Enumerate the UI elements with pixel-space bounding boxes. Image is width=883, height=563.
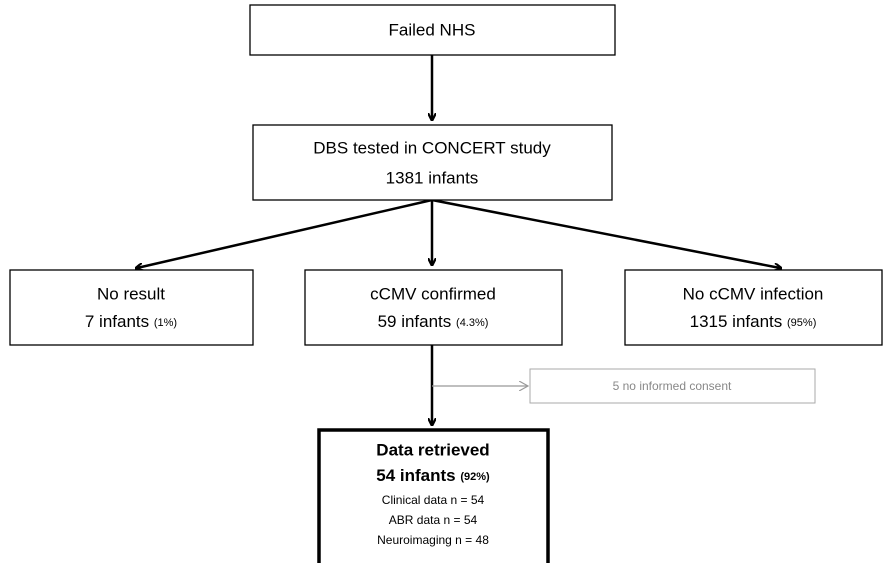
- final-count: 54 infants: [376, 466, 455, 485]
- final-count-line: 54 infants (92%): [376, 466, 490, 485]
- node-label: No cCMV infection: [683, 284, 824, 303]
- node-count: 1315 infants: [690, 312, 783, 331]
- node-label: No result: [97, 284, 165, 303]
- node-count-line: 1315 infants (95%): [690, 312, 817, 331]
- final-box: [317, 428, 550, 563]
- node-count-line: 59 infants (4.3%): [378, 312, 489, 331]
- final-detail: ABR data n = 54: [389, 513, 478, 527]
- node-percent: (4.3%): [456, 317, 488, 329]
- node-count-line: 7 infants (1%): [85, 312, 177, 331]
- node-label: DBS tested in CONCERT study: [313, 138, 551, 157]
- arrow: [137, 198, 433, 268]
- side-note-box: [529, 368, 816, 404]
- final-percent: (92%): [460, 471, 490, 483]
- node-label: Failed NHS: [389, 20, 476, 39]
- final-title: Data retrieved: [376, 440, 489, 459]
- node-count: 1381 infants: [386, 168, 479, 187]
- side-note: 5 no informed consent: [613, 379, 732, 393]
- arrow: [431, 198, 780, 268]
- node-count: 7 infants: [85, 312, 149, 331]
- node-box: [249, 4, 616, 56]
- final-detail: Clinical data n = 54: [382, 493, 485, 507]
- node-box: [252, 124, 613, 201]
- node-percent: (1%): [154, 317, 177, 329]
- node-box: [304, 269, 563, 346]
- node-label: cCMV confirmed: [370, 284, 496, 303]
- node-box: [9, 269, 254, 346]
- final-detail: Neuroimaging n = 48: [377, 533, 489, 547]
- node-percent: (95%): [787, 317, 816, 329]
- node-box: [624, 269, 883, 346]
- node-count: 59 infants: [378, 312, 452, 331]
